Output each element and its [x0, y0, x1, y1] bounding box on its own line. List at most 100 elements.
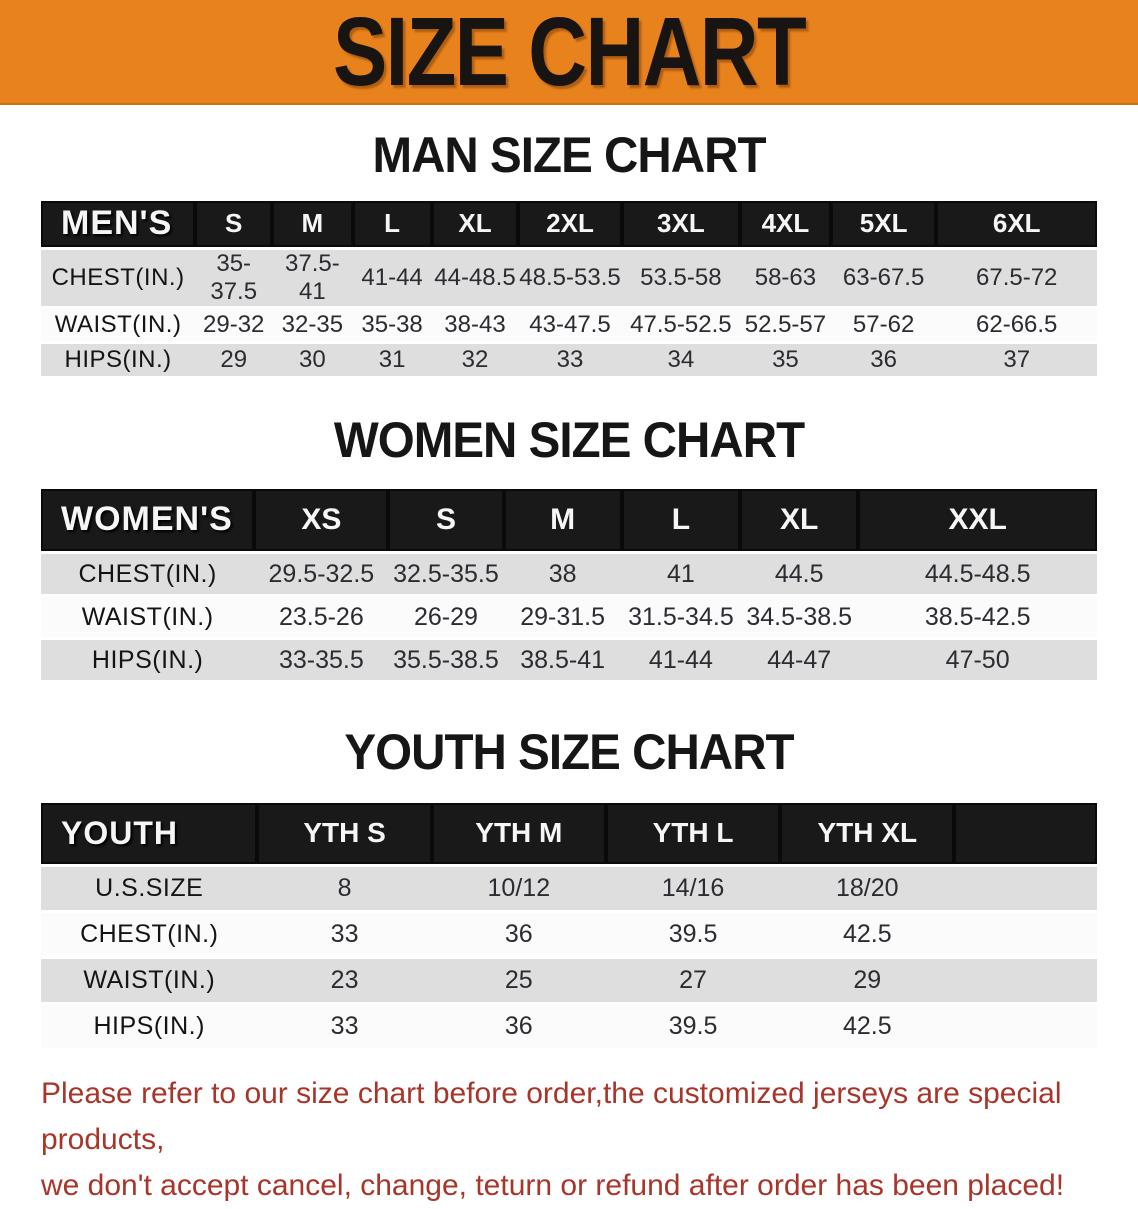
men-value: 29-32 — [195, 307, 273, 344]
women-col-l: L — [621, 488, 741, 554]
men-col-xl: XL — [431, 201, 519, 250]
women-section-title: WOMEN SIZE CHART — [333, 411, 805, 468]
men-value: 62-66.5 — [936, 307, 1097, 344]
men-value: 29 — [195, 342, 273, 379]
men-row-chest-in: CHEST(IN.) 35-37.5 37.5-41 41-44 44-48.5 48.5… — [41, 248, 1097, 309]
women-size-table: WOMEN'S XS S M L XL XXL CHEST(IN.) 29.5-32.5 32.5… — [41, 488, 1097, 683]
youth-value: 33 — [257, 911, 432, 959]
youth-col-yth-s: YTH S — [257, 803, 432, 867]
youth-group-label: YOUTH — [41, 803, 258, 867]
youth-row-hips-in: HIPS(IN.) 33 36 39.5 42.5 — [41, 1003, 1097, 1051]
men-value: 30 — [272, 342, 353, 379]
youth-value-spacer — [954, 957, 1097, 1005]
women-value: 34.5-38.5 — [740, 595, 859, 640]
men-value: 53.5-58 — [621, 248, 741, 309]
women-value: 41 — [621, 552, 741, 597]
women-section: WOMEN SIZE CHART WOMEN'S XS S M L XL XXL CHEST(I… — [41, 411, 1097, 683]
men-row-label-waist-in: WAIST(IN.) — [41, 307, 196, 344]
youth-row-label-chest-in: CHEST(IN.) — [41, 911, 258, 959]
women-col-m: M — [503, 488, 622, 554]
youth-value-spacer — [954, 1003, 1097, 1051]
women-value: 38.5-42.5 — [858, 595, 1097, 640]
women-value: 26-29 — [388, 595, 504, 640]
youth-value: 10/12 — [431, 865, 606, 913]
youth-row-label-hips-in: HIPS(IN.) — [41, 1003, 258, 1051]
youth-value: 29 — [780, 957, 955, 1005]
men-value: 41-44 — [352, 248, 432, 309]
disclaimer-line-1: Please refer to our size chart before or… — [41, 1076, 1062, 1156]
men-value: 37 — [936, 342, 1097, 379]
men-value: 35-38 — [352, 307, 432, 344]
men-value: 58-63 — [740, 248, 831, 309]
youth-value: 27 — [605, 957, 781, 1005]
youth-value: 14/16 — [605, 865, 781, 913]
youth-col-yth-l: YTH L — [605, 803, 781, 867]
women-header-row: WOMEN'S XS S M L XL XXL — [41, 488, 1097, 554]
women-row-hips-in: HIPS(IN.) 33-35.5 35.5-38.5 38.5-41 41-44 44-… — [41, 638, 1097, 683]
women-value: 29.5-32.5 — [254, 552, 389, 597]
youth-col-spacer — [954, 803, 1097, 867]
women-value: 35.5-38.5 — [388, 638, 504, 683]
women-row-label-hips-in: HIPS(IN.) — [41, 638, 255, 683]
youth-row-label-u-s-size: U.S.SIZE — [41, 865, 258, 913]
banner: SIZE CHART — [0, 0, 1138, 105]
women-value: 29-31.5 — [503, 595, 622, 640]
women-col-xs: XS — [254, 488, 389, 554]
youth-row-label-waist-in: WAIST(IN.) — [41, 957, 258, 1005]
youth-value: 23 — [257, 957, 432, 1005]
disclaimer: Please refer to our size chart before or… — [0, 1071, 1138, 1209]
disclaimer-line-2: we don't accept cancel, change, teturn o… — [41, 1168, 1065, 1202]
youth-value: 8 — [257, 865, 432, 913]
youth-value: 39.5 — [605, 1003, 781, 1051]
youth-value: 42.5 — [780, 911, 955, 959]
men-size-table: MEN'S S M L XL 2XL 3XL 4XL 5XL 6XL CHEST(IN.) 35-37… — [41, 201, 1097, 379]
men-value: 44-48.5 — [431, 248, 519, 309]
women-value: 44.5-48.5 — [858, 552, 1097, 597]
youth-col-yth-m: YTH M — [431, 803, 606, 867]
women-value: 38.5-41 — [503, 638, 622, 683]
men-value: 38-43 — [431, 307, 519, 344]
youth-header-row: YOUTH YTH S YTH M YTH L YTH XL — [41, 803, 1097, 867]
men-value: 35-37.5 — [195, 248, 273, 309]
women-col-xl: XL — [740, 488, 859, 554]
men-value: 47.5-52.5 — [621, 307, 741, 344]
youth-section: YOUTH SIZE CHART YOUTH YTH S YTH M YTH L YTH … — [41, 727, 1097, 1051]
women-col-s: S — [388, 488, 504, 554]
women-value: 47-50 — [858, 638, 1097, 683]
men-col-m: M — [272, 201, 353, 250]
men-col-2xl: 2XL — [518, 201, 622, 250]
youth-size-table: YOUTH YTH S YTH M YTH L YTH XL U.S.SIZE 8 10/12… — [41, 803, 1097, 1051]
men-col-6xl: 6XL — [936, 201, 1097, 250]
youth-value: 42.5 — [780, 1003, 955, 1051]
women-value: 23.5-26 — [254, 595, 389, 640]
youth-value: 36 — [431, 1003, 606, 1051]
youth-row-chest-in: CHEST(IN.) 33 36 39.5 42.5 — [41, 911, 1097, 959]
men-col-4xl: 4XL — [740, 201, 831, 250]
men-value: 37.5-41 — [272, 248, 353, 309]
men-group-label: MEN'S — [41, 201, 196, 250]
women-row-label-chest-in: CHEST(IN.) — [41, 552, 255, 597]
men-row-label-hips-in: HIPS(IN.) — [41, 342, 196, 379]
women-value: 32.5-35.5 — [388, 552, 504, 597]
men-col-5xl: 5XL — [830, 201, 937, 250]
men-row-label-chest-in: CHEST(IN.) — [41, 248, 196, 309]
youth-col-yth-xl: YTH XL — [780, 803, 955, 867]
women-value: 44.5 — [740, 552, 859, 597]
youth-value-spacer — [954, 865, 1097, 913]
women-row-label-waist-in: WAIST(IN.) — [41, 595, 255, 640]
women-value: 41-44 — [621, 638, 741, 683]
men-value: 32-35 — [272, 307, 353, 344]
men-row-waist-in: WAIST(IN.) 29-32 32-35 35-38 38-43 43-47.5 47.… — [41, 307, 1097, 344]
men-value: 33 — [518, 342, 622, 379]
men-value: 63-67.5 — [830, 248, 937, 309]
men-col-l: L — [352, 201, 432, 250]
men-value: 52.5-57 — [740, 307, 831, 344]
size-tables-container: MAN SIZE CHART MEN'S S M L XL 2XL 3XL 4XL 5XL 6XL C… — [0, 130, 1138, 1051]
men-value: 35 — [740, 342, 831, 379]
men-value: 36 — [830, 342, 937, 379]
men-value: 57-62 — [830, 307, 937, 344]
women-value: 31.5-34.5 — [621, 595, 741, 640]
men-value: 31 — [352, 342, 432, 379]
men-value: 32 — [431, 342, 519, 379]
men-header-row: MEN'S S M L XL 2XL 3XL 4XL 5XL 6XL — [41, 201, 1097, 250]
